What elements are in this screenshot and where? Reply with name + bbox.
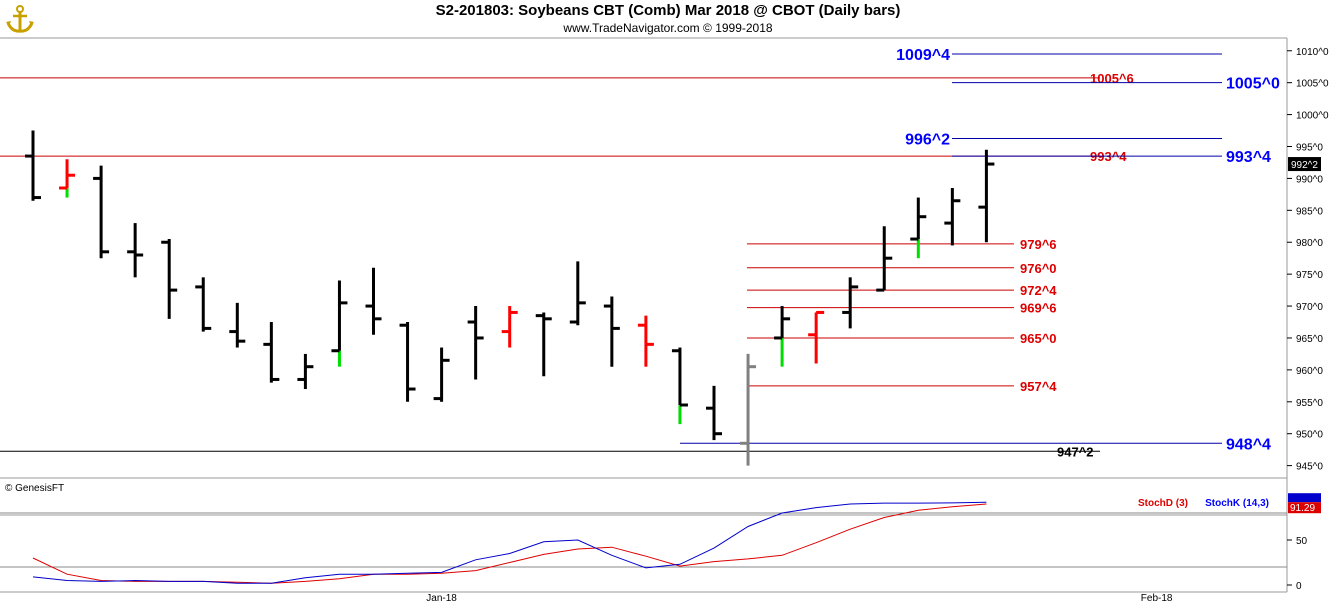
ohlc-bar bbox=[603, 296, 620, 367]
x-axis-label-Jan-18: Jan-18 bbox=[426, 593, 457, 604]
stoch-line-stochd bbox=[32, 503, 987, 584]
level-label-976^0: 976^0 bbox=[1020, 261, 1057, 276]
ohlc-bar bbox=[944, 187, 961, 246]
ohlc-bar bbox=[808, 310, 825, 364]
ohlc-bar bbox=[127, 223, 144, 278]
level-label-957^4: 957^4 bbox=[1020, 379, 1057, 394]
level-label-979^6: 979^6 bbox=[1020, 237, 1057, 252]
ohlc-bar bbox=[161, 239, 178, 319]
price-y-tick-label: 995^0 bbox=[1296, 143, 1323, 154]
ohlc-bar bbox=[637, 315, 654, 367]
ohlc-bar bbox=[842, 277, 859, 329]
level-label-996^2: 996^2 bbox=[905, 132, 950, 149]
ohlc-bar bbox=[740, 353, 757, 466]
ohlc-bar bbox=[263, 322, 280, 383]
ohlc-bar bbox=[331, 280, 348, 367]
ohlc-bar bbox=[501, 306, 518, 348]
price-y-tick-label: 965^0 bbox=[1296, 334, 1323, 345]
ohlc-bar bbox=[229, 302, 246, 348]
ohlc-bar bbox=[774, 306, 791, 367]
chart-subtitle: www.TradeNavigator.com © 1999-2018 bbox=[563, 21, 773, 35]
indicator-last-value: 91.29 bbox=[1290, 503, 1315, 514]
level-label-1005^0: 1005^0 bbox=[1226, 76, 1280, 93]
price-y-tick-label: 960^0 bbox=[1296, 366, 1323, 377]
ohlc-bar bbox=[433, 347, 450, 402]
ohlc-bar bbox=[978, 149, 995, 243]
ohlc-bar bbox=[399, 322, 416, 402]
ohlc-bar bbox=[876, 226, 893, 292]
level-label-972^4: 972^4 bbox=[1020, 283, 1057, 298]
indicator-y-tick-label: 50 bbox=[1296, 536, 1308, 547]
price-y-tick-label: 1010^0 bbox=[1296, 47, 1329, 58]
copyright-text: © GenesisFT bbox=[5, 483, 64, 494]
last-price-label: 992^2 bbox=[1291, 160, 1318, 171]
indicator-y-tick-label: 0 bbox=[1296, 581, 1302, 592]
level-label-993^4: 993^4 bbox=[1226, 149, 1271, 166]
price-y-tick-label: 975^0 bbox=[1296, 270, 1323, 281]
level-label-969^6: 969^6 bbox=[1020, 301, 1057, 316]
level-label-965^0: 965^0 bbox=[1020, 331, 1057, 346]
stoch-line-stochk bbox=[32, 501, 987, 584]
ohlc-bar bbox=[365, 267, 382, 335]
ohlc-bar bbox=[195, 277, 212, 332]
ohlc-bar bbox=[910, 197, 927, 259]
price-y-tick-label: 970^0 bbox=[1296, 302, 1323, 313]
chart-title: S2-201803: Soybeans CBT (Comb) Mar 2018 … bbox=[435, 2, 901, 19]
ohlc-bar bbox=[535, 312, 552, 377]
price-y-tick-label: 985^0 bbox=[1296, 206, 1323, 217]
price-y-tick-label: 1000^0 bbox=[1296, 111, 1329, 122]
price-y-tick-label: 955^0 bbox=[1296, 398, 1323, 409]
anchor-logo-icon bbox=[4, 3, 36, 35]
ohlc-bar bbox=[671, 347, 688, 425]
x-axis-label-Feb-18: Feb-18 bbox=[1141, 593, 1173, 604]
stochd-legend: StochD (3) bbox=[1138, 498, 1188, 509]
price-y-tick-label: 990^0 bbox=[1296, 174, 1323, 185]
price-y-tick-label: 950^0 bbox=[1296, 430, 1323, 441]
indicator-last-marker bbox=[1288, 502, 1321, 514]
price-y-tick-label: 1005^0 bbox=[1296, 79, 1329, 90]
level-label-1005^6: 1005^6 bbox=[1090, 71, 1134, 86]
ohlc-bar bbox=[297, 353, 314, 390]
stochk-legend: StochK (14,3) bbox=[1205, 498, 1269, 509]
ohlc-bar bbox=[25, 130, 41, 201]
indicator-last-marker-top bbox=[1288, 493, 1321, 503]
ohlc-bar bbox=[569, 261, 586, 326]
ohlc-bar bbox=[93, 165, 110, 259]
ohlc-bar bbox=[706, 385, 722, 441]
level-label-1009^4: 1009^4 bbox=[896, 47, 950, 64]
last-price-marker bbox=[1288, 157, 1321, 172]
price-y-tick-label: 980^0 bbox=[1296, 238, 1323, 249]
ohlc-bar bbox=[467, 306, 484, 380]
ohlc-bar bbox=[59, 159, 76, 198]
level-label-947^2: 947^2 bbox=[1057, 444, 1094, 459]
level-label-948^4: 948^4 bbox=[1226, 436, 1271, 453]
price-y-tick-label: 945^0 bbox=[1296, 462, 1323, 473]
